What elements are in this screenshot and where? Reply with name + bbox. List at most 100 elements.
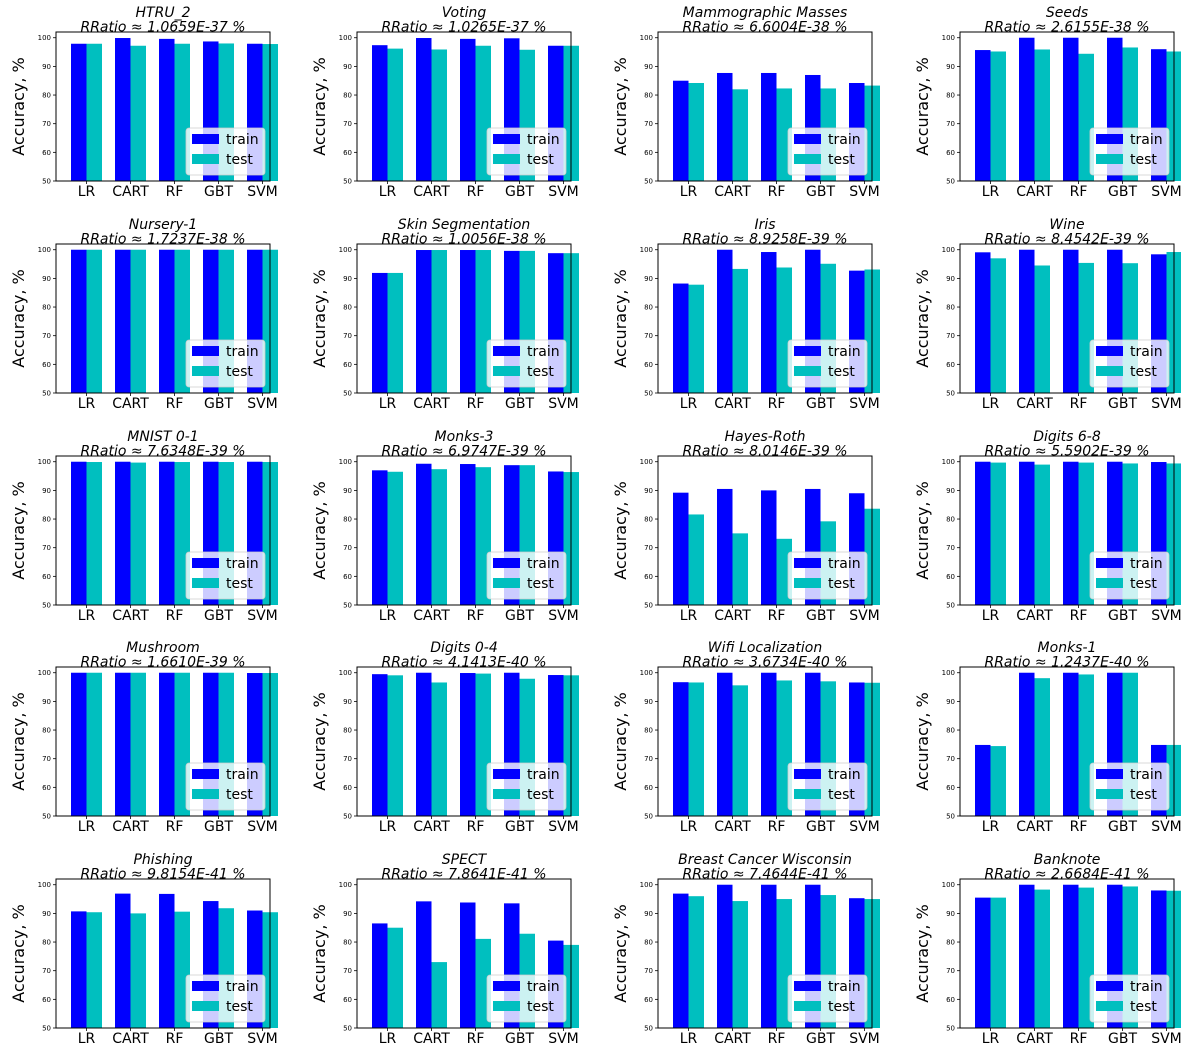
bar-test: [688, 896, 704, 1028]
bar-train: [372, 674, 388, 816]
y-tick-label: 80: [946, 304, 955, 312]
y-tick-label: 90: [946, 487, 955, 495]
y-tick-label: 50: [644, 1025, 653, 1033]
y-tick-label: 80: [946, 92, 955, 100]
y-tick-label: 100: [38, 881, 51, 889]
y-tick-label: 90: [946, 910, 955, 918]
chart-title: Monks-1: [1038, 640, 1097, 656]
legend-swatch-train: [1096, 769, 1123, 779]
y-tick-label: 70: [946, 544, 955, 552]
y-tick-label: 60: [946, 149, 955, 157]
legend-label: test: [226, 576, 253, 592]
legend: train test: [1089, 974, 1170, 1023]
legend-label: train: [828, 556, 861, 572]
y-axis-label: Accuracy, %: [310, 692, 329, 790]
bar-test: [86, 249, 102, 393]
y-axis-label: Accuracy, %: [9, 269, 28, 367]
legend-swatch-train: [794, 981, 821, 991]
y-tick-label: 60: [343, 573, 352, 581]
x-tick-label: SVM: [548, 608, 579, 624]
bar-train: [115, 893, 131, 1028]
x-tick-label: LR: [982, 396, 1000, 412]
legend: train test: [185, 339, 266, 388]
x-tick-label: LR: [78, 608, 96, 624]
legend-label: train: [226, 132, 259, 148]
y-tick-label: 50: [343, 813, 352, 821]
y-tick-label: 70: [946, 755, 955, 763]
bar-test: [732, 533, 748, 605]
x-tick-label: RF: [768, 184, 786, 200]
legend: train test: [787, 551, 868, 600]
plot-frame: [657, 878, 873, 1029]
y-tick-label: 100: [38, 246, 51, 254]
x-tick-label: LR: [379, 396, 397, 412]
bar-train: [761, 252, 777, 393]
chart-subtitle: RRatio ≈ 4.1413E-40 %: [381, 655, 546, 671]
legend: train test: [185, 762, 266, 811]
y-tick-label: 80: [343, 516, 352, 524]
x-tick-label: SVM: [247, 608, 278, 624]
bar-test: [688, 682, 704, 816]
x-tick-label: GBT: [806, 1031, 835, 1046]
legend-label: test: [828, 576, 855, 592]
x-tick-label: LR: [379, 819, 397, 835]
chart-title: Wine: [1049, 217, 1084, 233]
x-tick-label: GBT: [505, 608, 534, 624]
bar-test: [130, 672, 146, 816]
x-tick-label: GBT: [806, 819, 835, 835]
y-tick-label: 80: [343, 939, 352, 947]
x-tick-label: LR: [379, 1031, 397, 1046]
legend-label: test: [828, 152, 855, 168]
plot-frame: [356, 878, 572, 1029]
legend-label: test: [527, 364, 554, 380]
legend-label: test: [226, 152, 253, 168]
y-axis-label: Accuracy, %: [913, 904, 932, 1002]
x-tick-label: LR: [78, 184, 96, 200]
legend-swatch-train: [1096, 981, 1123, 991]
bar-train: [159, 672, 175, 816]
bar-train: [460, 673, 476, 816]
chart-title: Phishing: [133, 852, 192, 868]
legend-swatch-train: [1096, 134, 1123, 144]
x-tick-label: CART: [714, 184, 751, 200]
legend-label: train: [527, 132, 560, 148]
legend-swatch-test: [192, 1001, 219, 1011]
x-tick-label: RF: [1070, 1031, 1088, 1046]
y-tick-label: 100: [339, 458, 352, 466]
x-tick-label: RF: [166, 608, 184, 624]
legend-swatch-test: [493, 789, 520, 799]
y-axis-label: Accuracy, %: [913, 269, 932, 367]
x-tick-label: RF: [467, 819, 485, 835]
y-tick-label: 60: [343, 996, 352, 1004]
plot-frame: [657, 666, 873, 817]
y-tick-label: 90: [42, 63, 51, 71]
plot-frame: [356, 243, 572, 394]
bar-train: [717, 672, 733, 816]
legend: train test: [1089, 127, 1170, 176]
plot-frame: [959, 455, 1175, 606]
x-tick-label: CART: [1016, 819, 1053, 835]
x-tick-label: GBT: [204, 184, 233, 200]
legend: train test: [787, 339, 868, 388]
legend-swatch-test: [1096, 154, 1123, 164]
legend-label: train: [828, 344, 861, 360]
y-tick-label: 80: [946, 939, 955, 947]
bar-train: [159, 249, 175, 393]
y-tick-label: 50: [343, 1025, 352, 1033]
y-tick-label: 60: [42, 361, 51, 369]
chart-subtitle: RRatio ≈ 1.7237E-38 %: [80, 232, 245, 248]
y-axis-label: Accuracy, %: [611, 481, 630, 579]
bar-test: [387, 675, 403, 816]
chart-title: Hayes-Roth: [724, 429, 805, 445]
bar-train: [416, 901, 432, 1028]
legend-swatch-test: [794, 154, 821, 164]
legend-swatch-test: [192, 154, 219, 164]
y-tick-label: 60: [946, 361, 955, 369]
